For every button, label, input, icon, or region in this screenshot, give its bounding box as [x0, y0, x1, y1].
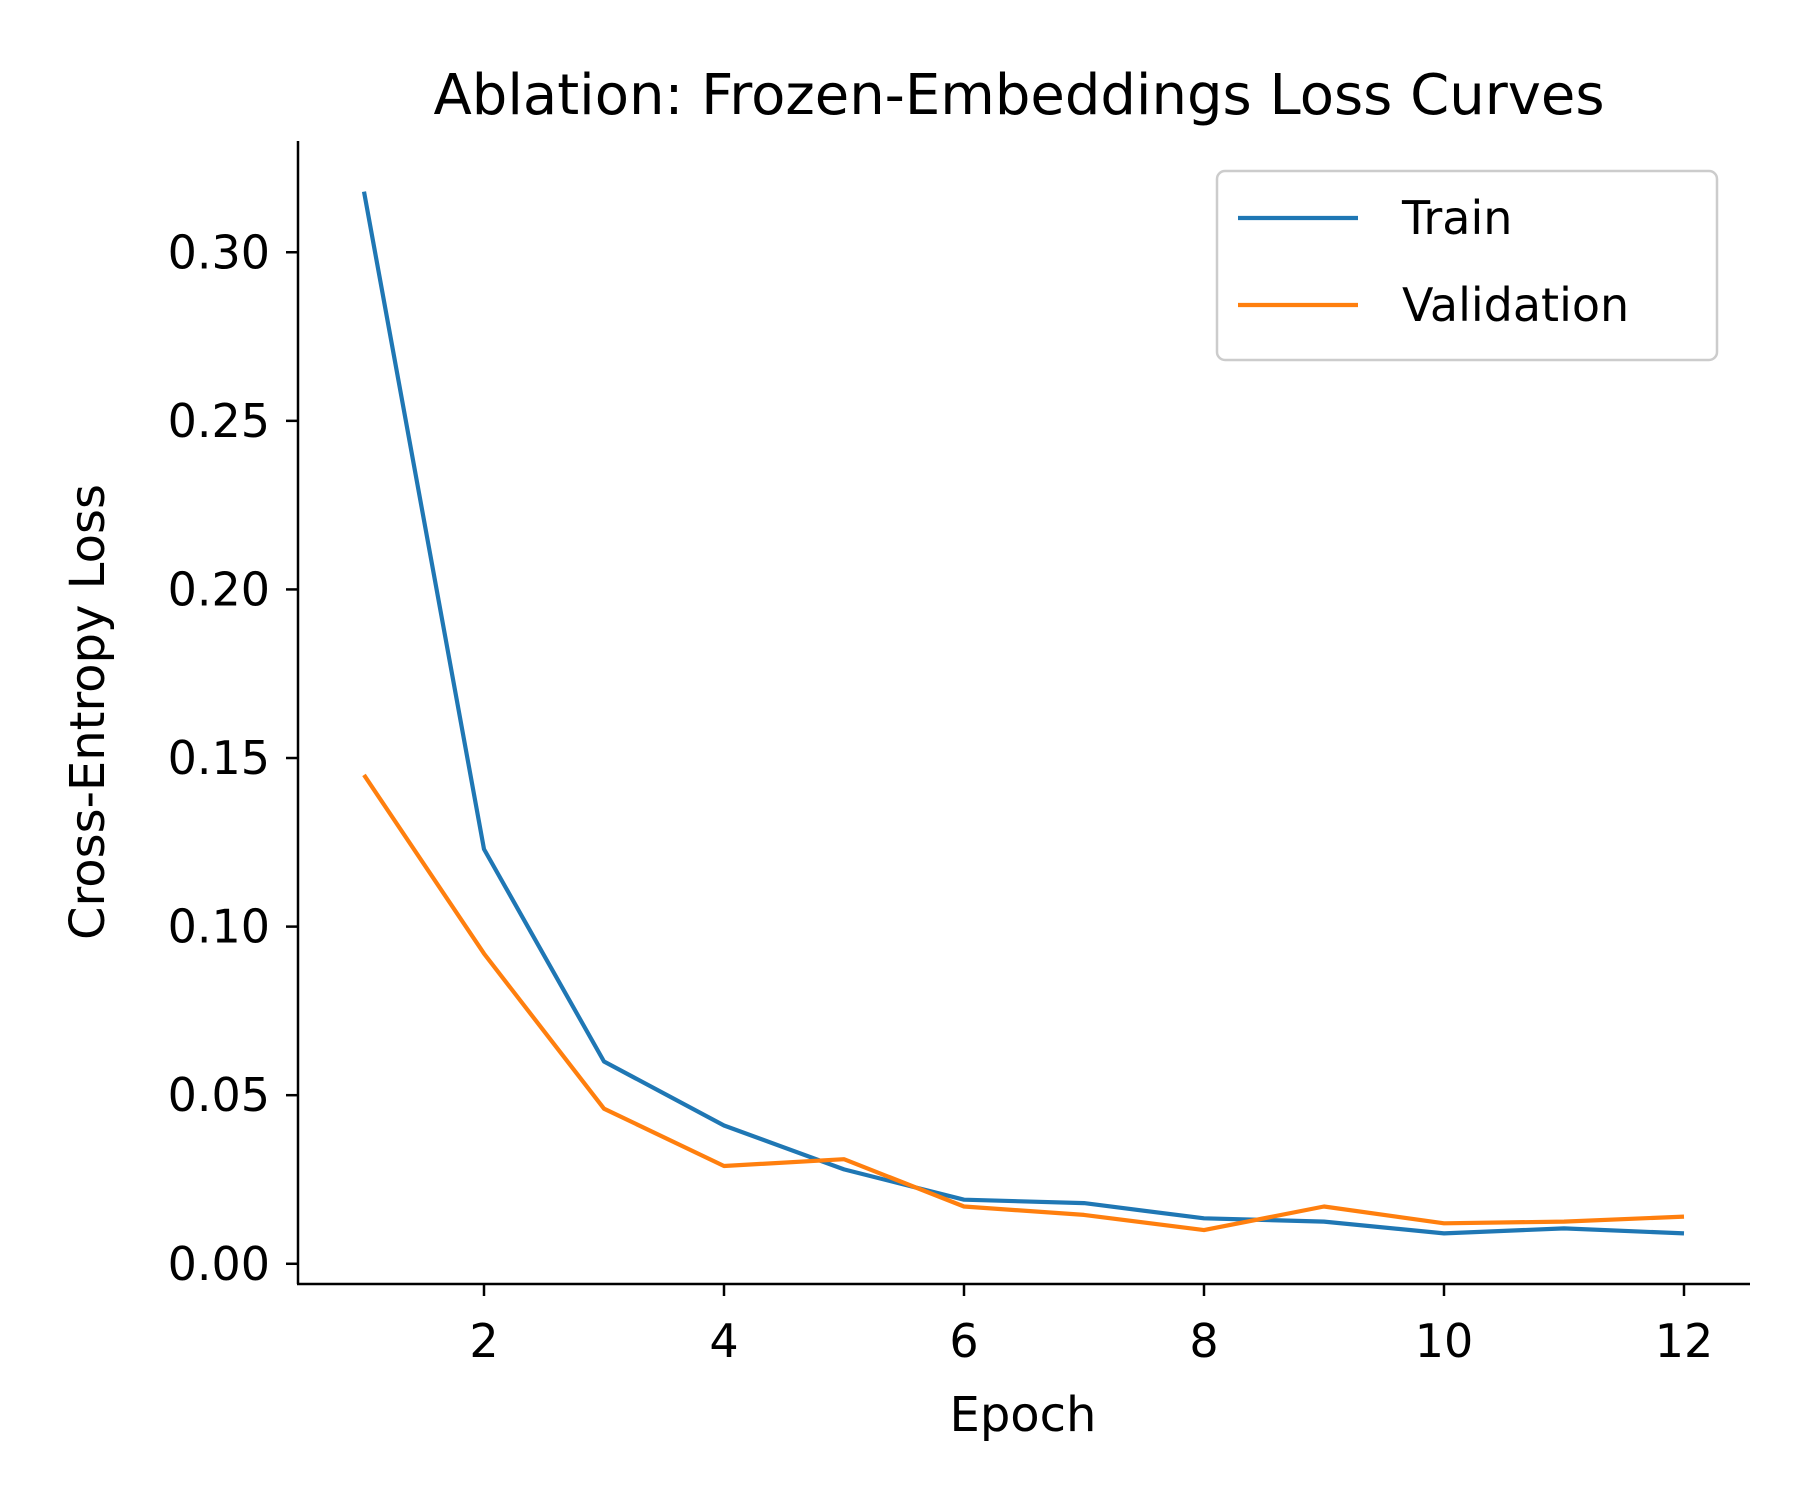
series-line-validation	[362, 773, 1685, 1233]
x-tick-label: 10	[1415, 1314, 1474, 1368]
y-tick-label: 0.05	[168, 1068, 270, 1122]
series-lines	[361, 191, 1685, 1236]
y-tick-label: 0.25	[168, 394, 270, 448]
series-line-train	[361, 191, 1685, 1236]
chart-title: Ablation: Frozen-Embeddings Loss Curves	[433, 63, 1604, 128]
y-tick-label: 0.30	[168, 225, 270, 279]
y-tick-label: 0.00	[168, 1237, 270, 1291]
x-tick-label: 4	[709, 1314, 738, 1368]
x-tick-label: 12	[1655, 1314, 1714, 1368]
legend-label-validation: Validation	[1402, 278, 1629, 332]
y-tick-label: 0.10	[168, 900, 270, 954]
y-axis-label: Cross-Entropy Loss	[60, 484, 116, 940]
x-tick-label: 8	[1189, 1314, 1218, 1368]
legend-label-train: Train	[1401, 191, 1512, 245]
y-tick-label: 0.20	[168, 562, 270, 616]
y-tick-label: 0.15	[168, 731, 270, 785]
x-tick-label: 2	[469, 1314, 498, 1368]
y-axis-ticks: 0.00 0.05 0.10 0.15 0.20 0.25 0.30	[168, 225, 298, 1291]
x-axis-label: Epoch	[950, 1387, 1097, 1443]
legend-entries: Train Validation	[1238, 191, 1629, 332]
x-axis-ticks: 2 4 6 8 10 12	[469, 1284, 1713, 1368]
plot-area: 2 4 6 8 10 12 0.00 0.05 0.10 0.15 0.20 0.25 0.30	[168, 141, 1750, 1368]
x-tick-label: 6	[949, 1314, 978, 1368]
legend: Train Validation	[1215, 169, 1719, 362]
